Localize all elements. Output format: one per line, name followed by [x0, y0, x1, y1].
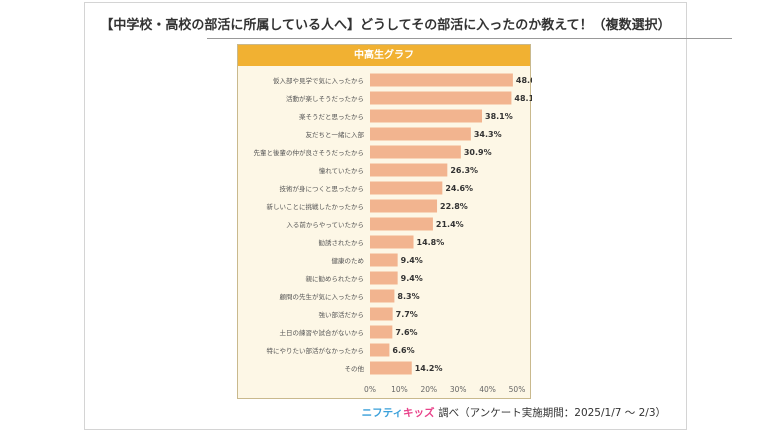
bar [370, 163, 448, 177]
category-label: 勧誘されたから [319, 238, 365, 247]
value-label: 14.2% [415, 364, 443, 373]
category-label: 憧れていたから [319, 166, 364, 175]
category-label: 楽そうだと思ったから [299, 112, 364, 121]
value-label: 26.3% [450, 166, 478, 175]
category-label: 親に勧められたから [306, 274, 365, 283]
x-tick-label: 40% [479, 385, 496, 394]
value-label: 6.6% [392, 346, 414, 355]
category-label: 健康のため [332, 256, 365, 265]
title-underline [207, 38, 732, 39]
category-label: 仮入部や見学で気に入ったから [273, 76, 364, 85]
value-label: 22.8% [440, 202, 468, 211]
bar [370, 217, 433, 231]
x-tick-label: 10% [391, 385, 408, 394]
value-label: 21.4% [436, 220, 464, 229]
value-label: 24.6% [445, 184, 473, 193]
chart-subtitle: 中高生グラフ [238, 45, 530, 66]
value-label: 30.9% [464, 148, 492, 157]
bar [370, 109, 483, 123]
category-label: 新しいことに挑戦したかったから [267, 202, 365, 211]
bar [370, 271, 398, 285]
bar [370, 325, 393, 339]
chart-title: 【中学校・高校の部活に所属している人へ】どうしてその部活に入ったのか教えて！（複… [100, 18, 671, 33]
brand-text-kids: キッズ [403, 407, 435, 419]
chart-panel: 中高生グラフ 仮入部や見学で気に入ったから 48.6% 活動が楽しそうだったから 48… [237, 44, 532, 399]
bar [370, 307, 393, 321]
x-tick-label: 20% [420, 385, 437, 394]
brand-text-nifty: ニフティ [361, 407, 404, 419]
value-label: 14.8% [417, 238, 445, 247]
value-label: 7.7% [396, 310, 418, 319]
value-label: 48.6% [516, 76, 532, 85]
category-label: 先輩と後輩の仲が良さそうだったから [254, 148, 365, 157]
value-label: 8.3% [397, 292, 419, 301]
value-label: 38.1% [485, 112, 513, 121]
bar [370, 289, 395, 303]
bar [370, 127, 471, 141]
category-label: 顧問の先生が気に入ったから [280, 292, 365, 301]
x-tick-label: 0% [364, 385, 376, 394]
value-label: 9.4% [401, 274, 423, 283]
category-label: 強い部活だから [319, 310, 365, 319]
category-label: 活動が楽しそうだったから [286, 94, 364, 103]
bar [370, 235, 414, 249]
bar [370, 145, 461, 159]
footer-credit: ニフティキッズ 調べ（アンケート実施期間：2025/1/7 ～ 2/3） [362, 405, 666, 420]
value-label: 48.1% [514, 94, 532, 103]
x-tick-label: 50% [509, 385, 526, 394]
category-label: 入る前からやっていたから [286, 220, 364, 229]
footer-text: 調べ（アンケート実施期間：2025/1/7 ～ 2/3） [438, 407, 666, 419]
x-tick-label: 30% [450, 385, 467, 394]
category-label: 友だちと一緒に入部 [306, 130, 365, 139]
value-label: 7.6% [395, 328, 417, 337]
bar [370, 73, 513, 87]
bar [370, 181, 443, 195]
bar [370, 199, 438, 213]
bar-chart: 仮入部や見学で気に入ったから 48.6% 活動が楽しそうだったから 48.1% 楽そうだ… [254, 73, 532, 394]
bar [370, 91, 512, 105]
value-label: 9.4% [401, 256, 423, 265]
bar [370, 253, 398, 267]
brand-logo: ニフティキッズ [362, 407, 439, 419]
category-label: その他 [345, 364, 365, 373]
bar [370, 361, 412, 375]
bar [370, 343, 390, 357]
value-label: 34.3% [474, 130, 502, 139]
category-label: 土日の練習や試合がないから [280, 328, 365, 337]
category-label: 特にやりたい部活がなかったから [267, 346, 365, 355]
category-label: 技術が身につくと思ったから [280, 184, 365, 193]
